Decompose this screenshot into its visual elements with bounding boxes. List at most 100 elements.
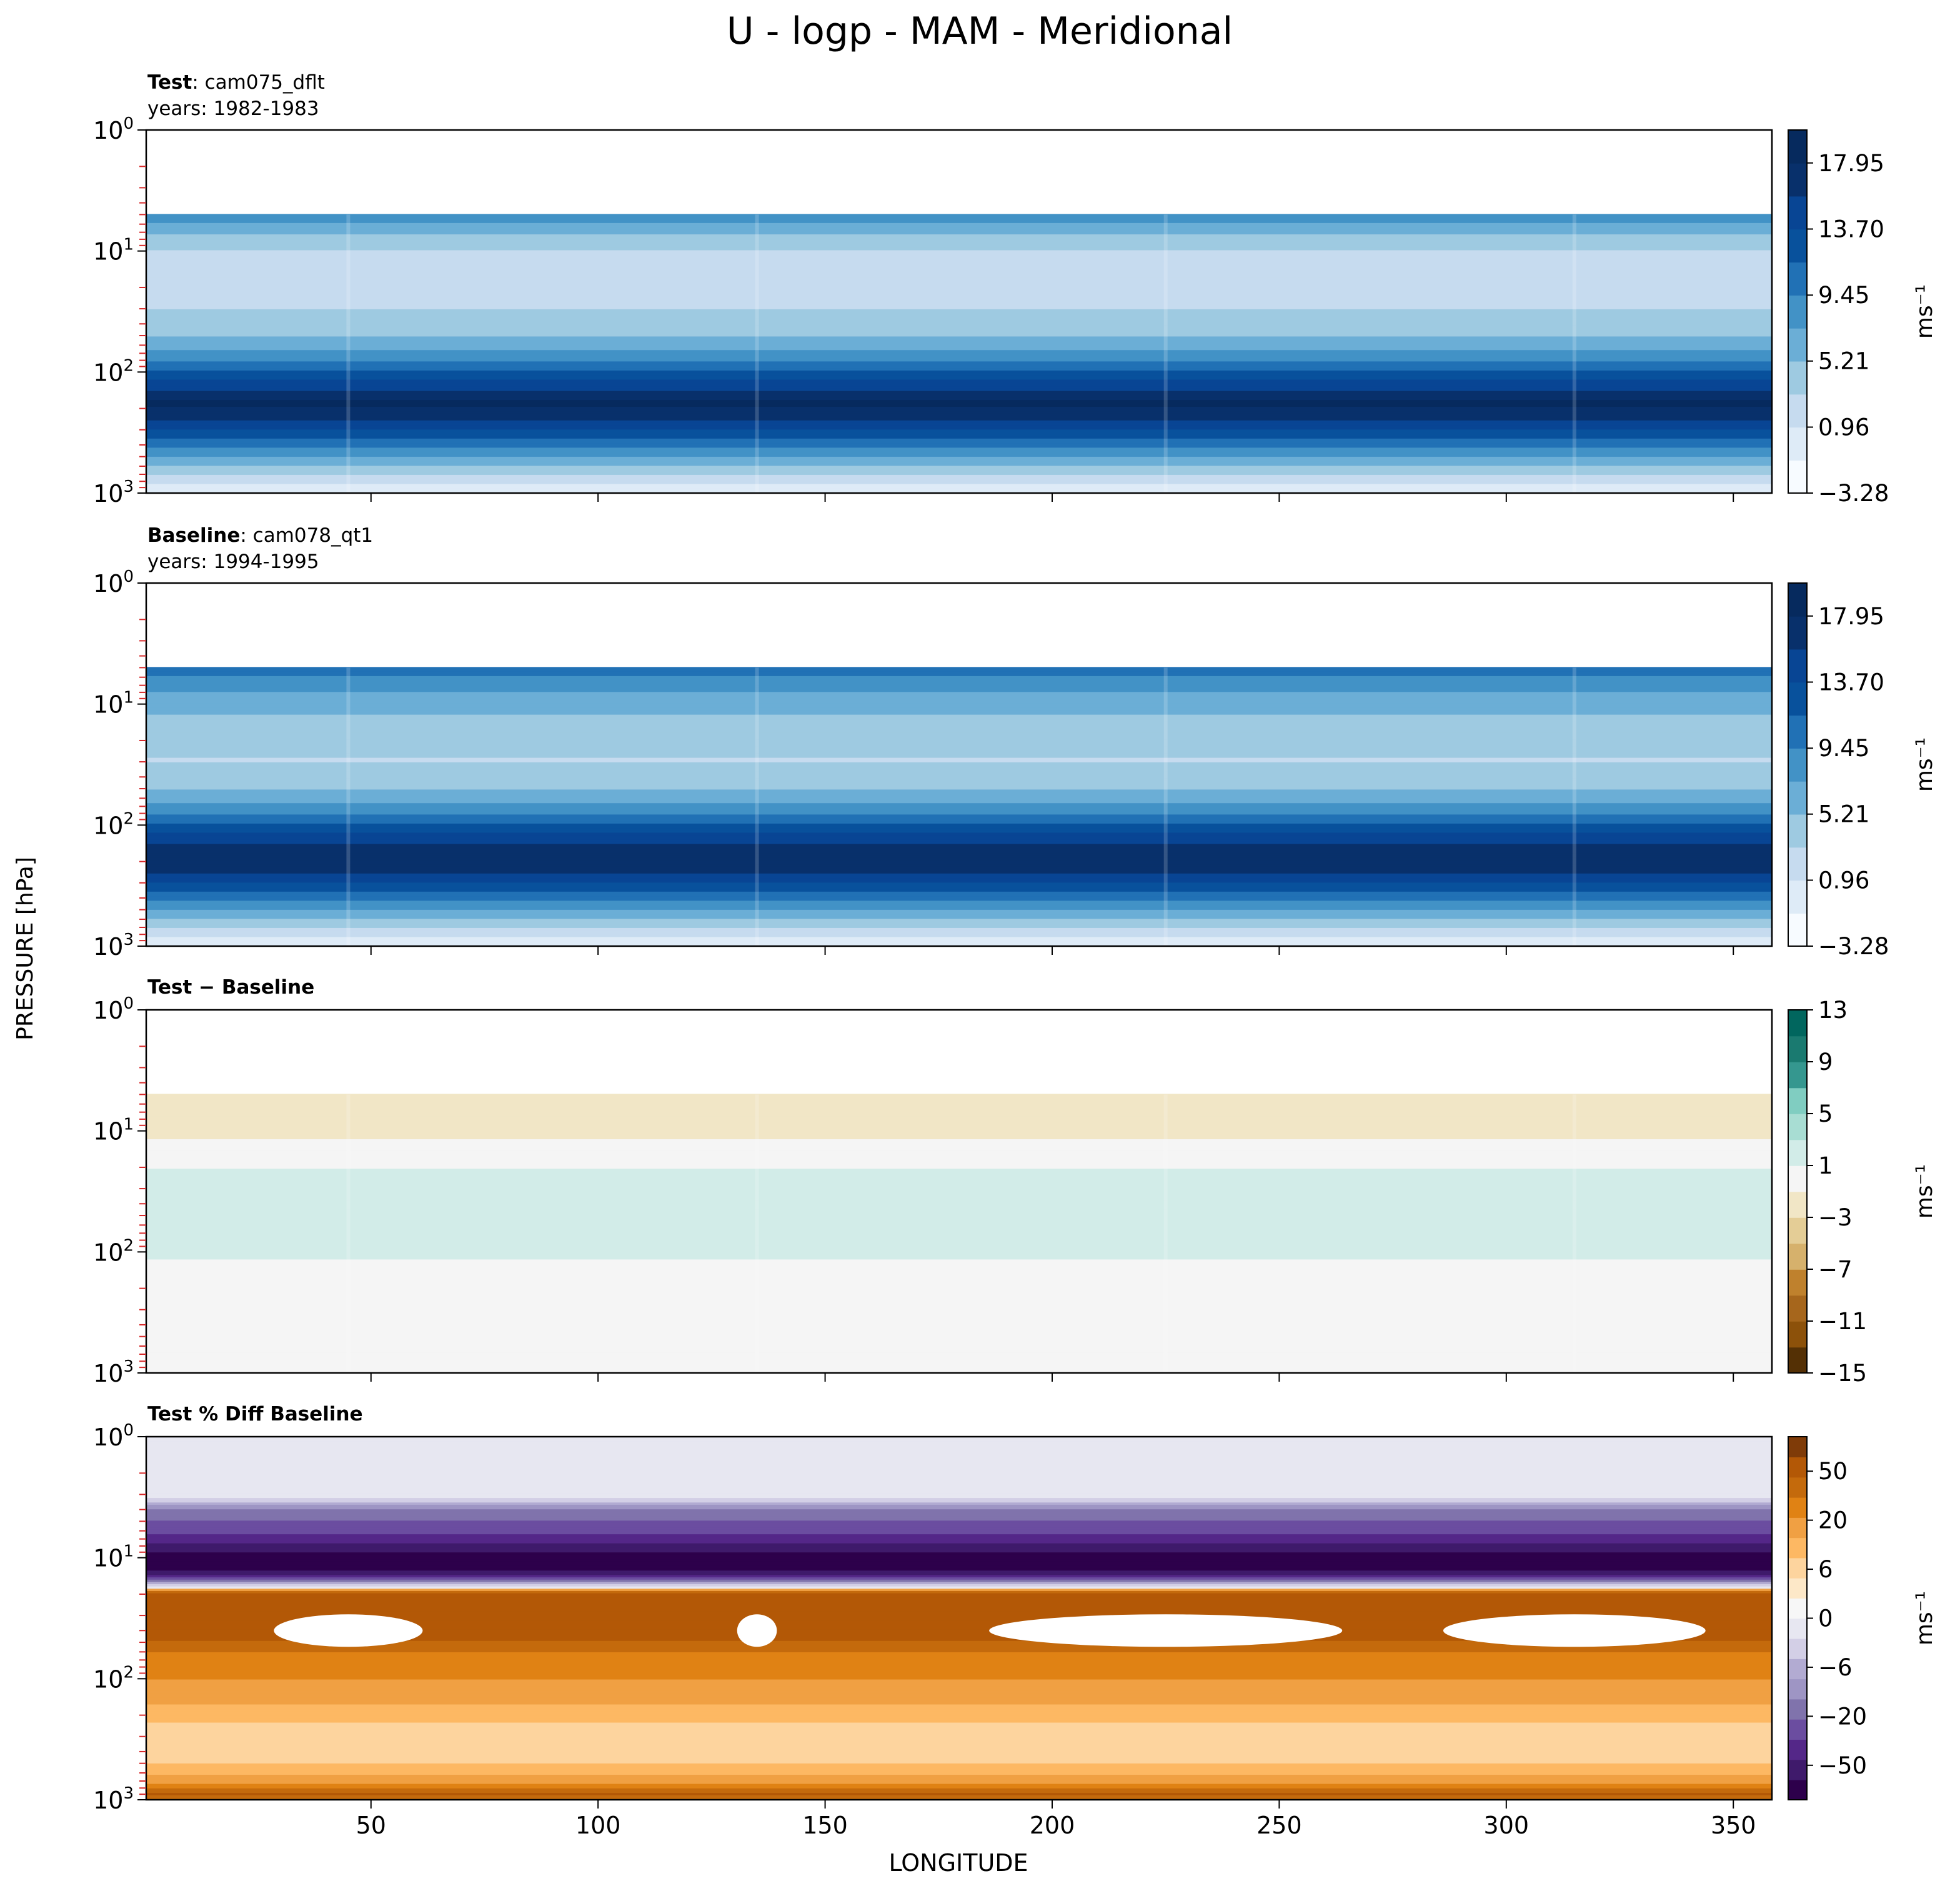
- contour-band: [146, 1144, 1772, 1147]
- contour-band: [146, 846, 1772, 849]
- contour-band: [146, 823, 1772, 827]
- colorbar-swatch: [1788, 1114, 1807, 1140]
- contour-band: [146, 941, 1772, 945]
- panel-baseline-subtitle: years: 1994-1995: [147, 551, 319, 573]
- contour-band: [146, 284, 1772, 287]
- contour-band: [146, 1684, 1772, 1687]
- panel-percent_difference-title: Test % Diff Baseline: [147, 1403, 363, 1425]
- contour-band: [146, 1545, 1772, 1549]
- colorbar-tick-label: 20: [1818, 1507, 1848, 1534]
- contour-band: [146, 382, 1772, 385]
- colorbar-swatch: [1788, 1062, 1807, 1089]
- contour-band: [146, 352, 1772, 356]
- contour-band: [146, 1654, 1772, 1658]
- contour-band: [146, 1309, 1772, 1312]
- contour-band: [146, 1341, 1772, 1344]
- contour-band: [146, 1689, 1772, 1692]
- colorbar-tick-label: 0.96: [1818, 414, 1869, 441]
- blank-region: [1443, 1614, 1706, 1647]
- contour-band: [146, 1504, 1772, 1508]
- contour-band: [146, 714, 1772, 718]
- contour-band: [146, 798, 1772, 802]
- colorbar-tick-label: 13.70: [1818, 216, 1884, 242]
- contour-band: [146, 739, 1772, 742]
- contour-band: [146, 1622, 1772, 1626]
- contour-band: [146, 425, 1772, 428]
- contour-band: [146, 1255, 1772, 1258]
- colorbar-swatch: [1788, 1087, 1807, 1114]
- contour-band: [146, 400, 1772, 403]
- contour-band: [146, 1300, 1772, 1304]
- panel-baseline-frame: [145, 582, 1773, 947]
- contour-band: [146, 1704, 1772, 1707]
- contour-band: [146, 1205, 1772, 1208]
- contour-band: [146, 1590, 1772, 1594]
- contour-band: [146, 452, 1772, 456]
- colorbar-swatch: [1788, 1638, 1807, 1659]
- colorbar-swatch: [1788, 1699, 1807, 1720]
- colorbar-swatch: [1788, 1679, 1807, 1700]
- contour-band: [146, 1220, 1772, 1224]
- panel-test-y-tick-label: 102: [93, 356, 134, 386]
- contour-band: [146, 801, 1772, 804]
- contour-band: [146, 1707, 1772, 1710]
- contour-band: [146, 1491, 1772, 1494]
- contour-band: [146, 1305, 1772, 1308]
- contour-band: [146, 1357, 1772, 1360]
- contour-band: [146, 1109, 1772, 1113]
- contour-band: [146, 703, 1772, 706]
- contour-band: [146, 221, 1772, 224]
- contour-band: [146, 1609, 1772, 1612]
- contour-band: [146, 427, 1772, 431]
- contour-band: [146, 1557, 1772, 1560]
- figure-title: U - logp - MAM - Meridional: [727, 9, 1233, 53]
- colorbar-swatch: [1788, 1557, 1807, 1579]
- contour-band: [146, 1311, 1772, 1315]
- x-tick-label: 250: [1256, 1812, 1302, 1839]
- contour-band: [146, 721, 1772, 724]
- contour-band: [146, 778, 1772, 781]
- contour-band: [146, 247, 1772, 251]
- contour-band: [146, 329, 1772, 332]
- contour-band: [146, 873, 1772, 877]
- panel-difference-frame: [145, 1009, 1773, 1374]
- contour-band: [146, 1750, 1772, 1753]
- contour-band: [146, 1150, 1772, 1154]
- contour-band: [146, 1679, 1772, 1682]
- contour-band: [146, 296, 1772, 299]
- colorbar-swatch: [1788, 295, 1807, 329]
- contour-band: [146, 1125, 1772, 1129]
- colorbar-tick-label: −3.28: [1818, 933, 1889, 960]
- contour-band: [146, 1711, 1772, 1714]
- colorbar-swatch: [1788, 229, 1807, 263]
- contour-band: [146, 275, 1772, 278]
- contour-band: [146, 1094, 1772, 1097]
- colorbar-tick-label: −15: [1818, 1360, 1867, 1387]
- contour-band: [146, 304, 1772, 308]
- contour-band: [146, 1234, 1772, 1237]
- contour-band: [146, 456, 1772, 460]
- contour-band: [146, 282, 1772, 285]
- contour-band: [146, 1437, 1772, 1440]
- panel-baseline-title: Baseline: cam078_qt1: [147, 524, 373, 547]
- colorbar-label: ms⁻¹: [1912, 737, 1938, 792]
- contour-band: [146, 1187, 1772, 1190]
- contour-band: [146, 443, 1772, 446]
- contour-band: [146, 250, 1772, 253]
- contour-band: [146, 1219, 1772, 1222]
- contour-band: [146, 359, 1772, 362]
- contour-band: [146, 1461, 1772, 1465]
- contour-band: [146, 916, 1772, 920]
- colorbar-swatch: [1788, 1598, 1807, 1619]
- contour-band: [146, 1182, 1772, 1185]
- contour-band: [146, 214, 1772, 217]
- contour-band: [146, 297, 1772, 301]
- contour-band: [146, 384, 1772, 387]
- contour-band: [146, 491, 1772, 494]
- contour-band: [146, 268, 1772, 271]
- contour-band: [146, 413, 1772, 417]
- contour-band: [146, 259, 1772, 262]
- contour-band: [146, 1634, 1772, 1637]
- contour-band: [146, 368, 1772, 371]
- contour-band: [146, 266, 1772, 269]
